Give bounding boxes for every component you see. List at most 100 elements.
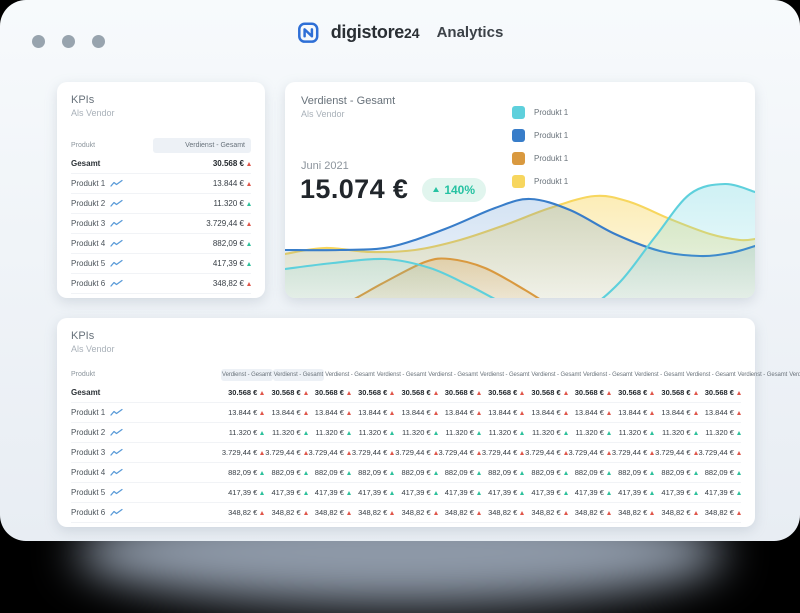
wide-table-header: Produkt Verdienst - Gesamt Verdienst - Ges… [71, 366, 800, 383]
value-cell: 13.844 € [568, 408, 611, 417]
value-cell: 30.568 € [524, 388, 568, 397]
product-name-cell: Produkt 5 [71, 259, 213, 268]
table-row[interactable]: Produkt 3 3.729,44 € [71, 214, 251, 234]
value-cell: 30.568 € [481, 388, 525, 397]
value-cell: 11.320 € [394, 428, 438, 437]
kpi-wide-card: KPIs Als Vendor Produkt Verdienst - Gesam… [57, 318, 800, 527]
value-cell: 11.320 € [524, 428, 568, 437]
trend-marker-icon [390, 470, 395, 475]
earnings-chart-card: Verdienst - Gesamt Als Vendor Juni 2021 … [285, 82, 755, 298]
column-header-verdienst[interactable]: Verdienst - Gesamt [634, 371, 685, 378]
legend-item[interactable]: Produkt 1 [512, 106, 568, 119]
value-cell: 417,39 € [394, 488, 438, 497]
trend-marker-icon [390, 450, 395, 455]
column-header-verdienst[interactable]: Verdienst - Gesamt [582, 371, 633, 378]
value-cell: 11.320 € [438, 428, 481, 437]
table-row[interactable]: Produkt 2 11.320 € [71, 194, 251, 214]
product-name: Produkt 2 [71, 428, 106, 437]
value-cell: 882,09 € [213, 239, 251, 248]
column-header-verdienst[interactable]: Verdienst - Gesamt [325, 371, 375, 378]
value-text: 417,39 € [704, 488, 734, 497]
column-header-verdienst[interactable]: Verdienst - Gesamt [531, 371, 581, 378]
value-text: 417,39 € [531, 488, 561, 497]
table-row[interactable]: Produkt 4 882,09 € [71, 234, 251, 254]
value-cell: 348,82 € [654, 508, 698, 517]
sparkline-icon [110, 408, 123, 417]
area-chart[interactable] [285, 82, 755, 298]
table-row[interactable]: Produkt 5 417,39 € [71, 254, 251, 274]
trend-marker-icon [736, 390, 741, 395]
column-header-verdienst[interactable]: Verdienst - Gesamt [686, 371, 736, 378]
value-text: 348,82 € [358, 508, 388, 517]
wide-table-body: Gesamt 30.568 € 30.568 € 30.568 € 30.568 € 30… [71, 383, 741, 523]
value-text: 13.844 € [401, 408, 431, 417]
legend-item[interactable]: Produkt 1 [512, 175, 568, 188]
value-cell: 3.729,44 € [264, 448, 308, 457]
value-text: 882,09 € [531, 468, 561, 477]
value-text: 11.320 € [315, 428, 344, 437]
value-cell: 30.568 € [264, 388, 308, 397]
column-header-verdienst[interactable]: Verdienst - Gesamt [737, 371, 788, 378]
value-text: 13.844 € [271, 408, 301, 417]
table-row[interactable]: Gesamt 30.568 € [71, 154, 251, 174]
trend-marker-icon [303, 490, 308, 495]
value-cell: 417,39 € [698, 488, 741, 497]
legend-item[interactable]: Produkt 1 [512, 152, 568, 165]
sparkline-icon [110, 199, 123, 208]
column-header-verdienst[interactable]: Verdienst - Gesamt [221, 368, 273, 381]
value-text: 417,39 € [574, 488, 604, 497]
value-text: 13.844 € [358, 408, 388, 417]
value-text: 882,09 € [358, 468, 388, 477]
column-header-produkt: Produkt [71, 371, 96, 378]
legend-item[interactable]: Produkt 1 [512, 129, 568, 142]
table-row[interactable]: Produkt 6 348,82 € [71, 274, 251, 294]
value-text: 30.568 € [618, 388, 648, 397]
value-text: 417,39 € [358, 488, 388, 497]
trend-marker-icon [346, 470, 351, 475]
trend-marker-icon [736, 450, 741, 455]
trend-marker-icon [606, 510, 611, 515]
table-row[interactable]: Produkt 2 11.320 € 11.320 € 11.320 € 11.320 … [71, 423, 741, 443]
value-text: 30.568 € [358, 388, 388, 397]
window-control-dot[interactable] [62, 35, 75, 48]
digistore-logo-icon [297, 20, 322, 45]
value-text: 882,09 € [661, 468, 691, 477]
product-name-cell: Produkt 3 [71, 448, 221, 457]
product-name-cell: Produkt 1 [71, 408, 221, 417]
table-row[interactable]: Produkt 1 13.844 € 13.844 € 13.844 € 13.844 … [71, 403, 741, 423]
table-row[interactable]: Produkt 6 348,82 € 348,82 € 348,82 € 348,82 … [71, 503, 741, 523]
value-text: 11.320 € [618, 428, 648, 437]
trend-marker-icon [476, 430, 481, 435]
value-cell: 348,82 € [213, 279, 251, 288]
window-control-dot[interactable] [32, 35, 45, 48]
column-header-verdienst[interactable]: Verdienst - Gesamt [428, 371, 478, 378]
value-cell: 348,82 € [481, 508, 525, 517]
column-header-verdienst[interactable]: Verdienst - Gesamt [479, 371, 530, 378]
table-row[interactable]: Gesamt 30.568 € 30.568 € 30.568 € 30.568 € 30… [71, 383, 741, 403]
trend-marker-icon [606, 410, 611, 415]
column-header-verdienst[interactable]: Verdienst - Gesamt [376, 371, 427, 378]
table-row[interactable]: Produkt 3 3.729,44 € 3.729,44 € 3.729,44 € 3… [71, 443, 741, 463]
value-cell: 13.844 € [351, 408, 395, 417]
column-header-verdienst[interactable]: Verdienst - Gesamt [272, 368, 325, 381]
value-cell: 11.320 € [264, 428, 308, 437]
table-row[interactable]: Produkt 5 417,39 € 417,39 € 417,39 € 417,39 … [71, 483, 741, 503]
trend-marker-icon [346, 490, 351, 495]
product-name: Produkt 4 [71, 468, 106, 477]
value-cell: 3.729,44 € [221, 448, 265, 457]
sparkline-icon [110, 279, 123, 288]
column-header-verdienst[interactable]: Verdienst - Gesamt [789, 371, 800, 378]
trend-marker-icon [606, 390, 611, 395]
value-cell: 11.320 € [308, 428, 351, 437]
table-row[interactable]: Produkt 4 882,09 € 882,09 € 882,09 € 882,09 … [71, 463, 741, 483]
window-control-dot[interactable] [92, 35, 105, 48]
value-cell: 13.844 € [698, 408, 741, 417]
table-row[interactable]: Produkt 1 13.844 € [71, 174, 251, 194]
value-text: 417,39 € [228, 488, 258, 497]
app-window: digistore24 Analytics KPIs Als Vendor Pr… [0, 0, 800, 541]
value-text: 348,82 € [228, 508, 258, 517]
trend-marker-icon [390, 410, 395, 415]
trend-marker-icon [606, 430, 611, 435]
trend-marker-icon [563, 490, 568, 495]
column-header-verdienst[interactable]: Verdienst - Gesamt [153, 137, 251, 153]
